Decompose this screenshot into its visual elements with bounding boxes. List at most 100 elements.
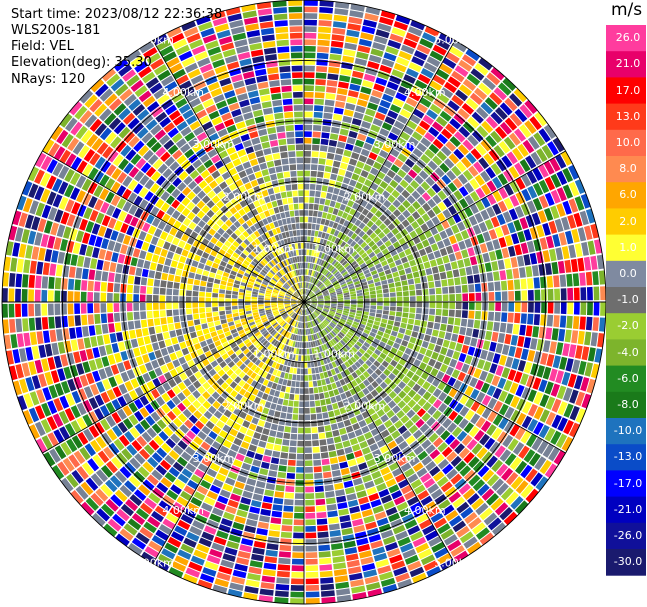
range-gate <box>599 317 606 332</box>
range-gate <box>419 97 432 108</box>
range-gate <box>498 403 509 416</box>
range-gate <box>482 340 491 351</box>
range-gate <box>363 379 371 387</box>
range-gate <box>376 309 383 314</box>
range-gate <box>23 259 31 274</box>
range-gate <box>364 431 373 440</box>
range-gate <box>488 251 497 261</box>
range-gate <box>447 539 462 552</box>
range-gate <box>463 257 471 267</box>
range-gate <box>277 327 283 333</box>
range-gate <box>171 561 187 572</box>
range-gate <box>120 244 128 255</box>
range-gate <box>458 447 470 459</box>
range-gate <box>375 385 384 394</box>
range-gate <box>360 355 368 362</box>
range-gate <box>311 250 315 256</box>
range-gate <box>309 263 312 269</box>
range-gate <box>302 303 304 309</box>
range-gate <box>497 377 507 389</box>
range-gate <box>320 267 326 274</box>
range-gate <box>531 437 543 451</box>
range-gate <box>393 21 409 31</box>
range-gate <box>12 349 21 364</box>
range-gate <box>420 154 431 164</box>
range-gate <box>490 216 500 228</box>
range-gate <box>127 284 134 293</box>
range-gate <box>313 326 318 333</box>
range-gate <box>331 298 337 301</box>
range-gate <box>470 388 480 400</box>
range-gate <box>166 281 174 289</box>
range-gate <box>420 181 431 191</box>
range-gate <box>368 492 380 502</box>
range-gate <box>484 219 494 230</box>
range-gate <box>277 334 282 341</box>
range-gate <box>362 371 370 379</box>
range-gate <box>361 120 372 129</box>
range-gate <box>193 319 201 326</box>
range-gate <box>428 358 436 367</box>
range-gate <box>493 400 503 413</box>
range-gate <box>193 279 201 286</box>
range-gate <box>396 194 406 204</box>
range-gate <box>319 557 332 565</box>
range-gate <box>387 278 394 284</box>
range-gate <box>355 315 362 320</box>
range-gate <box>560 302 567 315</box>
range-gate <box>447 317 455 325</box>
range-gate <box>164 454 176 466</box>
range-gate <box>334 271 340 277</box>
range-gate <box>533 182 544 196</box>
range-gate <box>336 373 343 380</box>
range-gate <box>400 228 409 237</box>
range-gate <box>319 570 333 578</box>
range-gate <box>316 251 320 258</box>
range-gate <box>315 244 319 251</box>
range-gate <box>177 262 185 270</box>
range-gate <box>181 347 190 356</box>
range-gate <box>333 107 344 115</box>
range-gate <box>134 320 141 329</box>
range-gate <box>332 402 339 410</box>
range-gate <box>152 487 165 499</box>
range-gate <box>36 331 44 345</box>
range-gate <box>324 280 330 285</box>
range-gate <box>304 78 315 85</box>
range-gate <box>476 447 488 460</box>
range-gate <box>264 302 271 305</box>
range-gate <box>300 315 302 322</box>
range-gate <box>272 504 283 511</box>
range-gate <box>382 472 394 482</box>
range-gate <box>380 429 390 438</box>
range-gate <box>156 238 165 248</box>
range-gate <box>361 446 371 455</box>
range-gate <box>487 410 498 423</box>
range-gate <box>139 250 147 260</box>
range-gate <box>328 313 334 317</box>
range-gate <box>447 76 461 88</box>
range-gate <box>319 392 325 400</box>
range-gate <box>304 26 317 33</box>
range-gate <box>225 294 232 299</box>
range-gate <box>397 457 408 467</box>
range-gate <box>95 324 102 335</box>
range-gate <box>533 421 544 436</box>
range-gate <box>456 501 470 514</box>
range-gate <box>304 407 310 414</box>
range-gate <box>508 302 515 312</box>
range-gate <box>253 540 266 549</box>
range-gate <box>285 386 291 393</box>
range-gate <box>193 436 204 446</box>
range-gate <box>410 501 423 512</box>
range-gate <box>452 178 463 189</box>
range-gate <box>338 168 346 176</box>
range-gate <box>328 287 334 291</box>
range-gate <box>581 346 590 361</box>
range-gate <box>211 507 224 517</box>
range-gate <box>67 291 74 302</box>
range-gate <box>393 386 402 395</box>
range-gate <box>327 146 336 154</box>
range-gate <box>305 598 320 604</box>
range-gate <box>153 302 159 310</box>
